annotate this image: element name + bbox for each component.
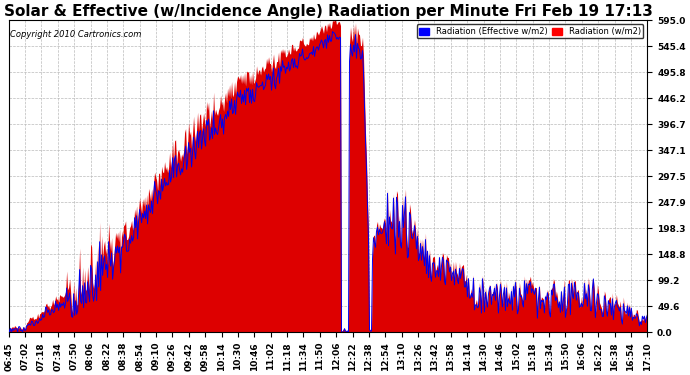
- Text: Copyright 2010 Cartronics.com: Copyright 2010 Cartronics.com: [10, 30, 141, 39]
- Legend: Radiation (Effective w/m2), Radiation (w/m2): Radiation (Effective w/m2), Radiation (w…: [417, 24, 643, 39]
- Title: Solar & Effective (w/Incidence Angle) Radiation per Minute Fri Feb 19 17:13: Solar & Effective (w/Incidence Angle) Ra…: [3, 4, 653, 19]
